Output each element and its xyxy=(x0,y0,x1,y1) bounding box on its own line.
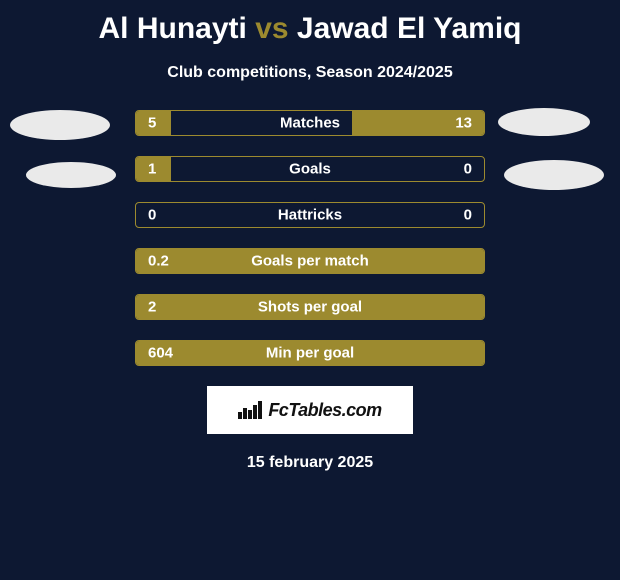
stat-value-right: 13 xyxy=(455,115,472,132)
title-player-left: Al Hunayti xyxy=(99,12,247,45)
placeholder-ellipse xyxy=(10,110,110,140)
title-vs: vs xyxy=(247,12,297,45)
stat-row: 604 Min per goal xyxy=(135,340,485,366)
stat-value-left: 2 xyxy=(148,299,156,316)
title-player-right: Jawad El Yamiq xyxy=(297,12,522,45)
stat-value-right: 0 xyxy=(464,207,472,224)
stat-row: 2 Shots per goal xyxy=(135,294,485,320)
stat-row: 1 0 Goals xyxy=(135,156,485,182)
stat-value-left: 1 xyxy=(148,161,156,178)
stat-row: 0.2 Goals per match xyxy=(135,248,485,274)
stat-value-left: 5 xyxy=(148,115,156,132)
stat-label: Hattricks xyxy=(278,207,342,224)
stat-row: 5 13 Matches xyxy=(135,110,485,136)
stat-value-left: 604 xyxy=(148,345,173,362)
placeholder-ellipse xyxy=(26,162,116,188)
stat-value-right: 0 xyxy=(464,161,472,178)
subtitle: Club competitions, Season 2024/2025 xyxy=(0,64,620,82)
stat-label: Goals xyxy=(289,161,331,178)
stat-label: Min per goal xyxy=(266,345,354,362)
logo-text: FcTables.com xyxy=(268,400,381,421)
stat-value-left: 0.2 xyxy=(148,253,169,270)
stat-label: Goals per match xyxy=(251,253,369,270)
comparison-chart: 5 13 Matches 1 0 Goals 0 0 Hattricks 0.2 Goals per… xyxy=(0,110,620,366)
date-label: 15 february 2025 xyxy=(0,454,620,472)
placeholder-ellipse xyxy=(504,160,604,190)
stat-label: Shots per goal xyxy=(258,299,362,316)
bar-chart-icon xyxy=(238,401,262,419)
bar-container: 5 13 Matches 1 0 Goals 0 0 Hattricks 0.2 Goals per… xyxy=(135,110,485,366)
placeholder-ellipse xyxy=(498,108,590,136)
stat-label: Matches xyxy=(280,115,340,132)
stat-row: 0 0 Hattricks xyxy=(135,202,485,228)
logo-box: FcTables.com xyxy=(207,386,413,434)
page-title: Al Hunayti vs Jawad El Yamiq xyxy=(0,0,620,46)
stat-value-left: 0 xyxy=(148,207,156,224)
